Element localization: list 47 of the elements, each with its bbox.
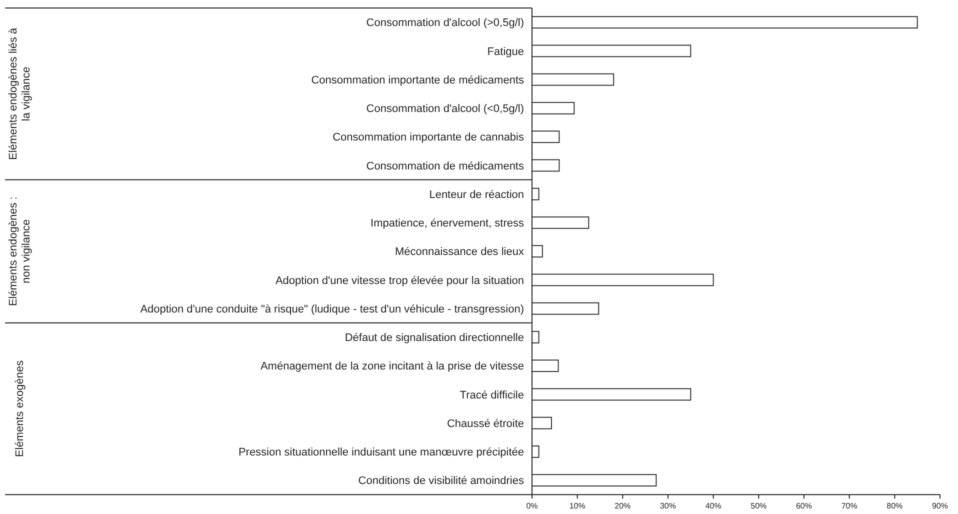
y-tick-label: Adoption d'une conduite "à risque" (ludique - test d'un véhicule - transgression) <box>140 303 524 316</box>
y-tick-label: Consommation importante de médicaments <box>311 74 524 86</box>
text: Eléments endogènes liés à la vigilance <box>7 26 32 160</box>
bar <box>532 388 692 401</box>
x-tick-label: 20% <box>614 502 631 511</box>
y-tick-label: Tracé difficile <box>460 389 524 402</box>
y-tick-label: Consommation de médicaments <box>366 160 524 172</box>
bar <box>532 16 918 29</box>
bar <box>532 44 692 58</box>
bar <box>532 302 600 315</box>
bar <box>532 159 560 172</box>
x-tick-label: 30% <box>660 502 676 511</box>
text: Eléments exogènes <box>14 360 26 458</box>
x-tick-label: 40% <box>705 502 722 511</box>
bar <box>532 130 560 144</box>
y-tick-label: Impatience, énervement, stress <box>370 218 524 230</box>
y-tick-label: Consommation d'alcool (<0,5g/l) <box>366 103 524 116</box>
x-tick-label: 10% <box>569 502 586 511</box>
y-tick-label: Lenteur de réaction <box>429 188 524 201</box>
bar <box>532 416 552 430</box>
bar <box>532 445 540 458</box>
bar <box>532 330 540 344</box>
bar <box>532 102 575 114</box>
x-tick-label: 50% <box>750 502 767 511</box>
y-tick-label: Méconnaissance des lieux <box>394 246 524 258</box>
bar <box>532 360 559 372</box>
bar <box>532 216 590 229</box>
x-tick-label: 0% <box>526 502 538 511</box>
y-tick-label: Consommation d'alcool (>0,5g/l) <box>366 17 524 30</box>
y-tick-label: Défaut de signalisation directionnelle <box>344 332 524 344</box>
x-tick-label: 60% <box>796 502 812 511</box>
y-tick-label: Adoption d'une vitesse trop élevée pour la situation <box>275 274 524 287</box>
bar <box>532 274 714 286</box>
x-tick-label: 90% <box>932 502 948 511</box>
bar <box>532 474 657 487</box>
bar <box>532 73 614 86</box>
bar <box>532 245 543 258</box>
text: Eléments endogènes : non vigilance <box>7 196 32 306</box>
y-tick-label: Pression situationnelle induisant une manœuvre précipitée <box>238 446 524 459</box>
y-tick-label: Consommation importante de cannabis <box>332 132 524 144</box>
bar <box>532 188 540 200</box>
y-tick-label: Chaussé étroite <box>446 418 524 430</box>
x-tick-label: 80% <box>886 502 903 511</box>
y-tick-label: Conditions de visibilité amoindries <box>358 475 524 488</box>
y-tick-label: Aménagement de la zone incitant à la prise de vitesse <box>260 360 524 373</box>
x-tick-label: 70% <box>841 502 858 511</box>
y-tick-label: Fatigue <box>487 46 524 58</box>
